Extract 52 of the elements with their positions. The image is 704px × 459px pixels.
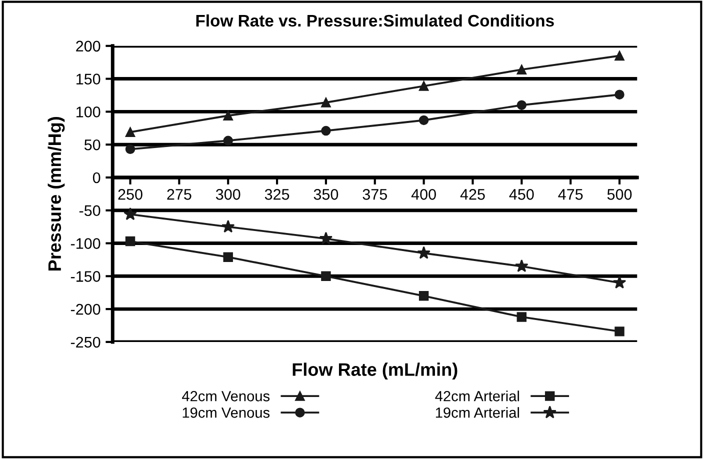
x-tick-label: 300 <box>216 188 240 200</box>
point <box>125 236 136 246</box>
legend-label: 42cm Arterial <box>435 390 519 402</box>
y-tick-label: 0 <box>92 172 100 184</box>
y-tick-label: -200 <box>70 304 100 315</box>
point <box>515 259 528 272</box>
point <box>125 127 136 137</box>
y-axis-title: Pressure (mm/Hg) <box>48 117 65 270</box>
x-tick-label: 425 <box>460 188 485 200</box>
point <box>418 81 429 91</box>
x-tick-label: 350 <box>314 188 338 200</box>
point <box>516 100 527 110</box>
y-tick-label: 100 <box>76 106 100 118</box>
x-tick-label: 500 <box>607 188 632 200</box>
x-tick-label: 475 <box>558 189 583 200</box>
point <box>516 312 527 322</box>
legend-label: 42cm Venous <box>182 390 270 402</box>
point <box>418 115 429 126</box>
y-tick-label: -100 <box>70 238 100 249</box>
x-tick-label: 325 <box>264 188 290 200</box>
y-tick-label: -150 <box>70 271 100 282</box>
legend-label: 19cm Venous <box>182 408 270 418</box>
point <box>321 126 331 136</box>
point <box>321 98 331 108</box>
y-tick-label: 200 <box>76 40 100 52</box>
chart-title: Flow Rate vs. Pressure:Simulated Conditions <box>196 14 554 27</box>
point <box>516 64 527 74</box>
x-tick-label: 450 <box>509 188 534 200</box>
point <box>614 326 624 336</box>
x-axis-title: Flow Rate (mL/min) <box>292 362 458 380</box>
point <box>125 144 136 154</box>
x-tick-label: 375 <box>362 188 387 200</box>
x-tick-label: 250 <box>118 188 142 200</box>
point <box>418 291 429 301</box>
y-tick-label: 50 <box>84 139 100 150</box>
x-tick-label: 400 <box>411 188 436 200</box>
y-tick-label: -250 <box>70 336 100 348</box>
point <box>319 232 333 244</box>
point <box>321 271 331 282</box>
point <box>614 50 624 61</box>
point <box>223 136 233 146</box>
point <box>124 207 137 220</box>
point <box>612 276 626 288</box>
y-tick-label: -50 <box>79 205 100 216</box>
legend-label: 19cm Arterial <box>436 407 519 418</box>
point <box>223 110 233 120</box>
x-tick-label: 275 <box>167 188 192 200</box>
point <box>221 220 235 233</box>
y-tick-label: 150 <box>76 74 100 84</box>
point <box>223 252 233 262</box>
point <box>614 90 624 100</box>
point <box>417 246 430 259</box>
